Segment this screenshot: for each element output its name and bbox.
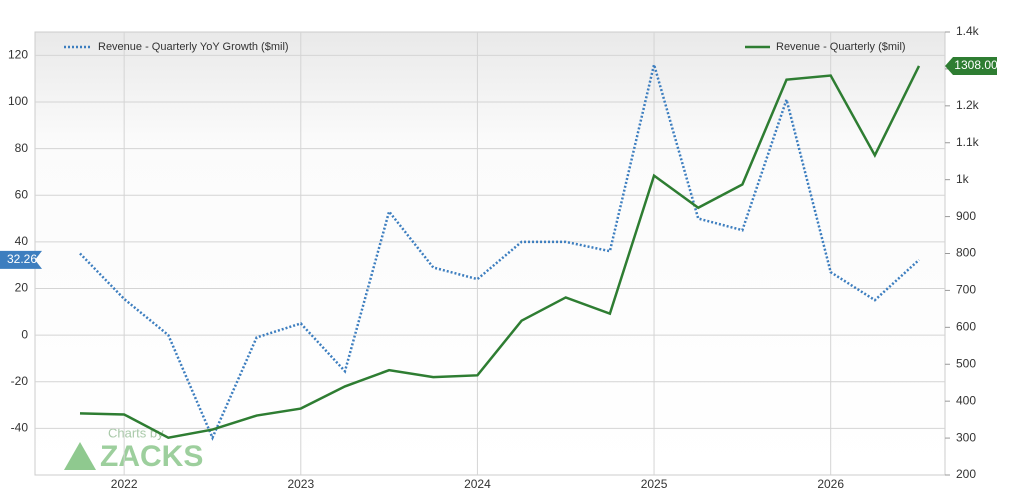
watermark-logo bbox=[64, 442, 96, 470]
y-tick-label: 80 bbox=[15, 141, 29, 155]
y2-tick-label: 400 bbox=[956, 393, 976, 407]
value-badge bbox=[945, 56, 997, 75]
series-line bbox=[79, 65, 921, 440]
y2-tick-label: 200 bbox=[956, 467, 976, 481]
y2-tick-label: 900 bbox=[956, 209, 976, 223]
series-line bbox=[79, 59, 920, 441]
y-tick-label: -20 bbox=[11, 374, 29, 388]
x-tick-label: 2023 bbox=[287, 477, 314, 491]
y2-tick-label: 1.4k bbox=[956, 24, 980, 38]
y2-tick-label: 800 bbox=[956, 246, 976, 260]
y2-tick-label: 600 bbox=[956, 320, 976, 334]
value-badge bbox=[0, 250, 42, 269]
legend-label: Revenue - Quarterly YoY Growth ($mil) bbox=[98, 41, 289, 53]
value-label: 32.26 bbox=[7, 252, 37, 266]
watermark-small: Charts by bbox=[108, 425, 164, 440]
plot-area bbox=[34, 31, 946, 476]
y2-tick-label: 1.2k bbox=[956, 98, 980, 112]
y-tick-label: 100 bbox=[8, 94, 28, 108]
y2-tick-label: 700 bbox=[956, 283, 976, 297]
y2-tick-label: 1.1k bbox=[956, 135, 980, 149]
x-tick-label: 2025 bbox=[641, 477, 668, 491]
legend-label: Revenue - Quarterly ($mil) bbox=[776, 41, 906, 53]
x-tick-label: 2026 bbox=[817, 477, 844, 491]
watermark-text: ZACKS bbox=[100, 440, 203, 473]
y2-tick-label: 300 bbox=[956, 430, 976, 444]
y-tick-label: -40 bbox=[11, 421, 29, 435]
value-label: 1308.00 bbox=[954, 58, 998, 72]
x-tick-label: 2024 bbox=[464, 477, 491, 491]
y-tick-label: 120 bbox=[8, 47, 28, 61]
y-tick-label: 20 bbox=[15, 281, 29, 295]
x-tick-label: 2022 bbox=[111, 477, 138, 491]
y-tick-label: 60 bbox=[15, 187, 29, 201]
y-tick-label: 0 bbox=[21, 327, 28, 341]
y2-tick-label: 1k bbox=[956, 172, 970, 186]
y2-tick-label: 500 bbox=[956, 356, 976, 370]
y-tick-label: 40 bbox=[15, 234, 29, 248]
